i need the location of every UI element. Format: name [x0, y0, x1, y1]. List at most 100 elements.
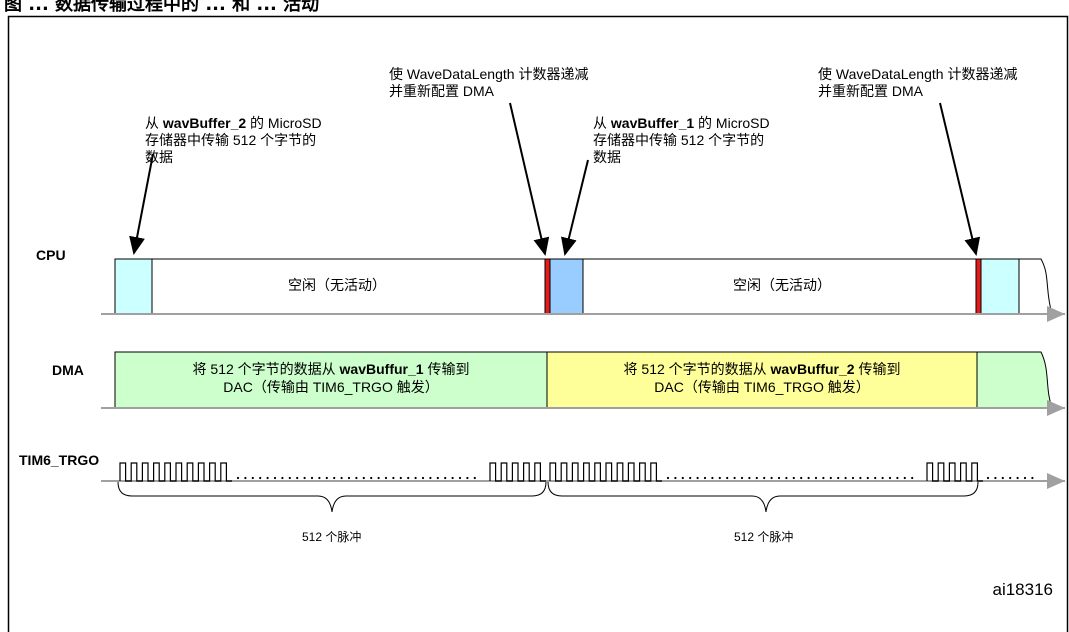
- row-label-tim: TIM6_TRGO: [19, 452, 100, 468]
- ellipsis-dot: [451, 476, 454, 480]
- pulse-train-segment: [489, 462, 546, 482]
- ellipsis-dot: [429, 476, 432, 480]
- pulse-train-segment: [549, 462, 662, 482]
- ellipsis-dot: [244, 476, 247, 480]
- ellipsis-dot: [859, 476, 862, 480]
- annotation-1: 从 wavBuffer_2 的 MicroSD 存储器中传输 512 个字节的 …: [145, 115, 322, 165]
- brace-2: [547, 481, 979, 513]
- ellipsis-dot: [421, 476, 425, 480]
- ellipsis-dot: [1023, 476, 1027, 480]
- ellipsis-dot: [1001, 476, 1004, 480]
- ellipsis-dot: [273, 476, 277, 480]
- pulse-count-label-1: 512 个脉冲: [302, 530, 362, 544]
- arrow-1: [129, 153, 154, 255]
- cpu-break-line: [1019, 258, 1053, 315]
- ellipsis-dot: [259, 476, 262, 480]
- figure-caption: 图 ... 数据传输过程中的 ... 和 ... 活动: [4, 0, 320, 15]
- ellipsis-dot: [377, 476, 380, 480]
- ellipsis-dot: [726, 476, 729, 480]
- ellipsis-dot: [711, 476, 714, 480]
- row-label-cpu: CPU: [36, 247, 66, 263]
- ellipsis-dot: [844, 476, 847, 480]
- ellipsis-dot: [355, 476, 358, 480]
- ellipsis-dot: [303, 476, 306, 480]
- ellipsis-dot: [674, 476, 677, 480]
- ellipsis-dot: [310, 476, 314, 480]
- ellipsis-dot: [347, 476, 351, 480]
- ellipsis-dot: [236, 476, 240, 480]
- ellipsis-dot: [325, 476, 328, 480]
- annotation-2: 使 WaveDataLength 计数器递减 并重新配置 DMA: [389, 66, 589, 99]
- cpu-block-red-2: [975, 258, 982, 315]
- ellipsis-dot: [296, 476, 299, 480]
- arrow-3: [561, 159, 589, 256]
- ellipsis-dot: [436, 476, 439, 480]
- ellipsis-dot: [1009, 476, 1012, 480]
- ellipsis-dot: [473, 476, 476, 480]
- ellipsis-dot: [281, 476, 284, 480]
- ellipsis-dot: [444, 476, 447, 480]
- arrow-2: [509, 102, 550, 256]
- annotation-1-bold: wavBuffer_2: [162, 115, 247, 131]
- ellipsis-dot: [318, 476, 321, 480]
- row-label-dma: DMA: [52, 362, 84, 378]
- ellipsis-dot: [851, 476, 855, 480]
- ellipsis-dot: [994, 476, 997, 480]
- ellipsis-dot: [414, 476, 417, 480]
- dma-block-2-label: 将 512 个字节的数据从 wavBuffur_2 传输到 DAC（传输由 TI…: [623, 361, 901, 395]
- ellipsis-dot: [829, 476, 832, 480]
- ellipsis-dot: [733, 476, 736, 480]
- annotation-3-bold: wavBuffer_1: [610, 115, 695, 131]
- figure-id: ai18316: [992, 580, 1053, 599]
- dma-block-2-bold: wavBuffur_2: [770, 361, 855, 377]
- ellipsis-dot: [384, 476, 388, 480]
- ellipsis-dot: [770, 476, 773, 480]
- arrow-4: [939, 102, 981, 256]
- ellipsis-dot: [266, 476, 269, 480]
- ellipsis-dot: [874, 476, 877, 480]
- dma-block-1: [114, 351, 548, 409]
- ellipsis-dot: [814, 476, 818, 480]
- ellipsis-dot: [458, 476, 462, 480]
- ellipsis-dot: [740, 476, 744, 480]
- ellipsis-dot: [407, 476, 410, 480]
- pulse-train-segment: [119, 462, 232, 482]
- ellipsis-dot: [392, 476, 395, 480]
- ellipsis-dot: [399, 476, 402, 480]
- ellipsis-dot: [792, 476, 795, 480]
- ellipsis-dot: [370, 476, 373, 480]
- cpu-idle-label-2: 空闲（无活动）: [733, 278, 831, 294]
- ellipsis-dot: [822, 476, 825, 480]
- ellipsis-dot: [696, 476, 699, 480]
- ellipsis-dot: [807, 476, 810, 480]
- ellipsis-dot: [800, 476, 803, 480]
- dma-block-3: [976, 351, 1053, 409]
- ellipsis-dot: [748, 476, 751, 480]
- annotation-4: 使 WaveDataLength 计数器递减 并重新配置 DMA: [818, 66, 1018, 99]
- cpu-block-red-1: [544, 258, 551, 315]
- ellipsis-dot: [718, 476, 721, 480]
- annotation-3: 从 wavBuffer_1 的 MicroSD 存储器中传输 512 个字节的 …: [593, 115, 770, 165]
- ellipsis-dot: [466, 476, 469, 480]
- ellipsis-dot: [881, 476, 884, 480]
- ellipsis-dot: [763, 476, 766, 480]
- dma-block-1-bold: wavBuffur_1: [339, 361, 424, 377]
- diagram-border: [7, 15, 1069, 632]
- ellipsis-dot: [362, 476, 365, 480]
- pulse-train-segment: [926, 462, 983, 482]
- ellipsis-dot: [689, 476, 692, 480]
- ellipsis-dot: [251, 476, 254, 480]
- cpu-block-blue: [549, 258, 584, 315]
- cpu-block-cyan-2: [980, 258, 1020, 315]
- ellipsis-dot: [666, 476, 670, 480]
- ellipsis-dot: [1016, 476, 1019, 480]
- ellipsis-dot: [681, 476, 684, 480]
- ellipsis-dot: [866, 476, 869, 480]
- tim-ellipsis-dots: [236, 476, 1034, 480]
- ellipsis-dot: [888, 476, 892, 480]
- tim-pulse-train: [119, 462, 983, 482]
- ellipsis-dot: [837, 476, 840, 480]
- brace-1: [117, 481, 547, 513]
- ellipsis-dot: [703, 476, 707, 480]
